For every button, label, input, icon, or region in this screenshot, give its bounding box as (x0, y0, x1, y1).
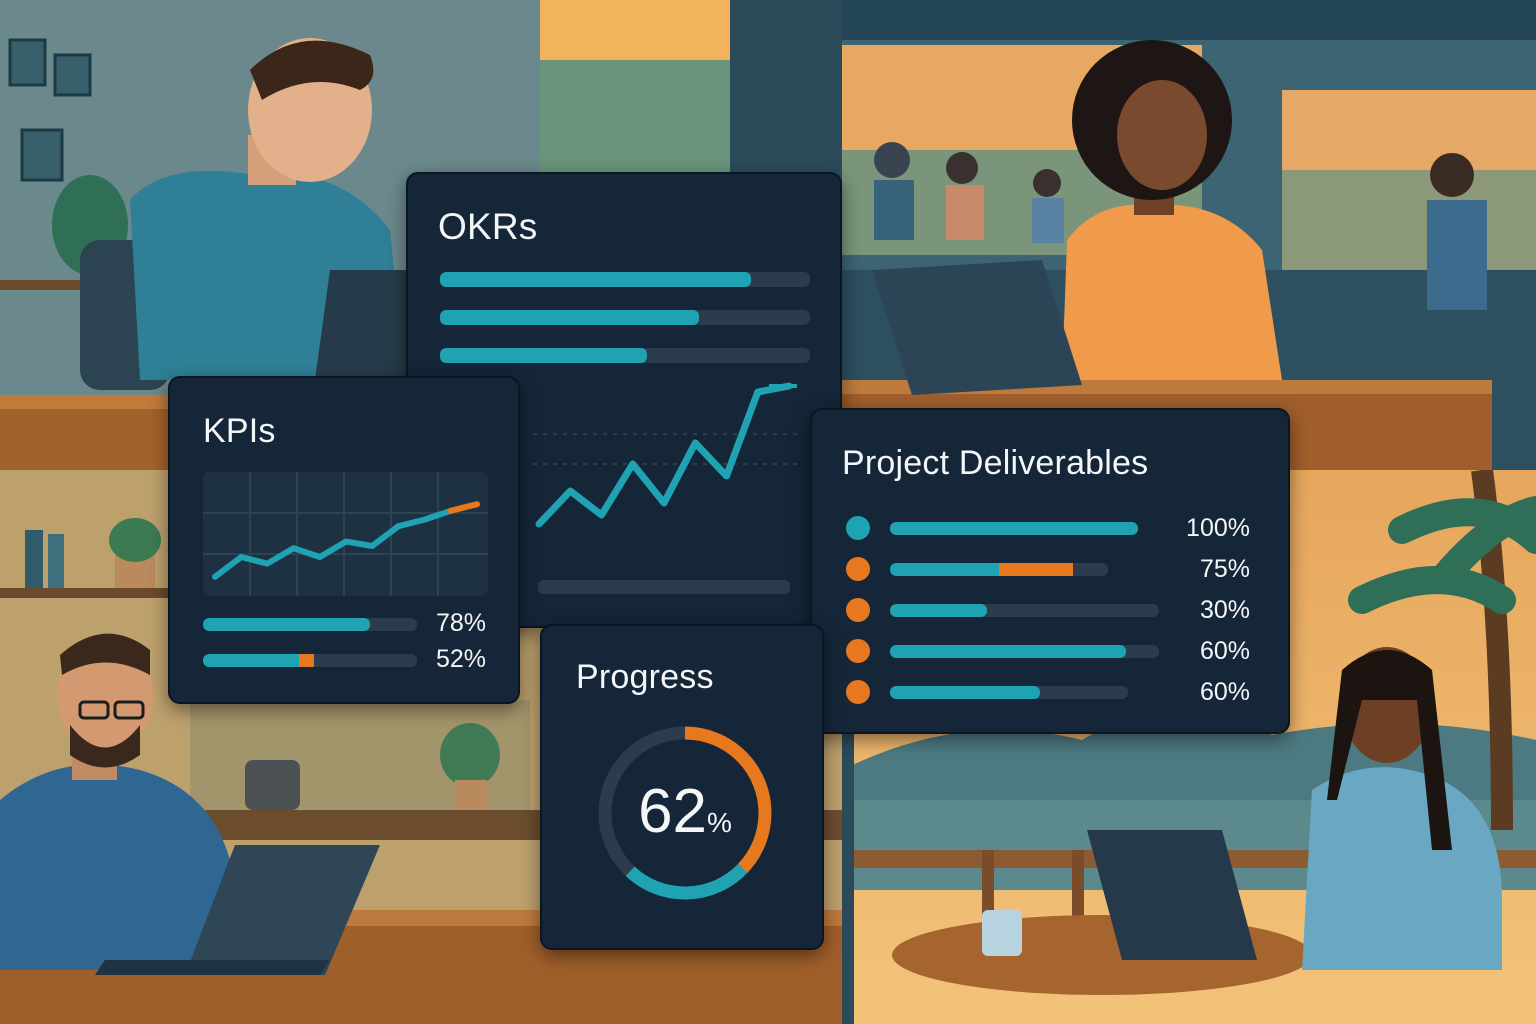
deliverable-percent: 60% (1199, 637, 1250, 665)
kpi-metric-bar (203, 618, 417, 631)
okrs-title: OKRs (438, 206, 538, 247)
deliverables-title: Project Deliverables (842, 444, 1149, 482)
okr-bar-fill (440, 348, 648, 363)
progress-panel: Progress 62% (540, 624, 824, 950)
okr-bar-fill (440, 272, 751, 287)
progress-value: 62 (638, 777, 708, 846)
scene-top-right (842, 0, 1536, 470)
kpi-metric-fill (203, 654, 315, 667)
deliverable-bar (890, 686, 1128, 699)
kpi-metric-fill (203, 618, 370, 631)
deliverable-bar-fill (890, 522, 1139, 535)
deliverable-bar-fill (890, 645, 1127, 658)
deliverables-panel: Project Deliverables 100% 75% 30% 60% 60% (810, 408, 1290, 734)
progress-ring-arc-secondary (598, 726, 772, 900)
deliverable-status-dot (846, 557, 870, 581)
okr-bar-fill (440, 310, 699, 325)
deliverable-status-dot (846, 639, 870, 663)
progress-ring-arc (598, 726, 772, 900)
deliverable-bar-fill (890, 686, 1040, 699)
deliverable-bar (890, 563, 1108, 576)
progress-unit: % (707, 807, 732, 838)
deliverable-bar-fill (890, 604, 987, 617)
progress-ring (598, 726, 772, 900)
progress-value-wrap: 62% (592, 776, 778, 847)
deliverable-percent: 75% (1199, 555, 1250, 583)
deliverable-status-dot (846, 516, 870, 540)
okr-bar (440, 310, 810, 325)
kpi-metric-segment (299, 654, 315, 667)
deliverable-bar-segment (998, 563, 1073, 576)
deliverable-bar (890, 604, 1159, 617)
okrs-footer-bar (538, 580, 790, 594)
kpis-series-line (212, 507, 454, 580)
deliverable-percent: 60% (1199, 678, 1250, 706)
kpi-metric-value: 78% (435, 609, 486, 637)
kpis-panel: KPIs 78% 52% (168, 376, 520, 704)
okrs-line-chart (533, 382, 803, 528)
progress-title: Progress (576, 658, 714, 696)
deliverable-status-dot (846, 680, 870, 704)
deliverable-percent: 100% (1186, 514, 1250, 542)
deliverable-bar (890, 522, 1139, 535)
deliverable-status-dot (846, 598, 870, 622)
deliverable-bar (890, 645, 1159, 658)
okr-bar (440, 348, 810, 363)
deliverable-percent: 30% (1199, 596, 1250, 624)
kpi-metric-bar (203, 654, 417, 667)
kpi-metric-value: 52% (435, 645, 486, 673)
kpis-series-tail (447, 501, 480, 514)
kpis-line-chart (203, 472, 488, 596)
kpis-title: KPIs (203, 412, 276, 450)
okrs-series-line (535, 382, 793, 528)
okr-bar (440, 272, 810, 287)
